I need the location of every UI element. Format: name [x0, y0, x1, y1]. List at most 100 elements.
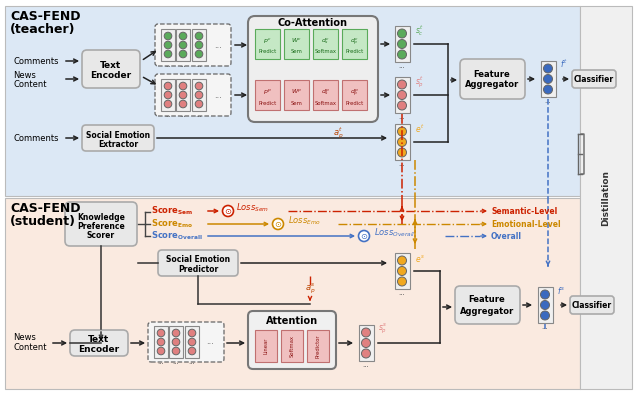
Text: CAS-FEND: CAS-FEND	[10, 9, 81, 22]
Text: ...: ...	[214, 41, 222, 50]
Text: Softmax: Softmax	[314, 100, 337, 106]
Circle shape	[397, 148, 406, 157]
Bar	[307, 330, 329, 362]
Bar	[580, 6, 632, 389]
Bar	[169, 326, 183, 358]
Circle shape	[172, 338, 180, 346]
Text: Comments: Comments	[13, 134, 58, 143]
Circle shape	[362, 328, 371, 337]
Circle shape	[164, 41, 172, 49]
FancyBboxPatch shape	[82, 50, 140, 88]
Text: Scorer: Scorer	[87, 230, 115, 240]
Text: ...: ...	[180, 62, 186, 68]
Text: Text: Text	[100, 61, 122, 69]
Circle shape	[164, 91, 172, 99]
Circle shape	[223, 206, 234, 216]
Text: ...: ...	[196, 112, 202, 118]
Bar	[358, 325, 374, 361]
Text: Aggregator: Aggregator	[460, 307, 514, 316]
Circle shape	[157, 338, 165, 346]
Text: ...: ...	[399, 63, 405, 69]
Bar	[5, 198, 580, 389]
Text: $e^s$: $e^s$	[415, 253, 425, 264]
Text: ...: ...	[164, 112, 172, 118]
Text: $\odot$: $\odot$	[224, 206, 232, 216]
Circle shape	[179, 41, 187, 49]
Circle shape	[397, 29, 406, 38]
Text: $a_p^s$: $a_p^s$	[305, 282, 316, 296]
Text: $Loss_\mathregular{Sem}$: $Loss_\mathregular{Sem}$	[236, 202, 269, 214]
Text: Classifier: Classifier	[572, 301, 612, 310]
Circle shape	[157, 347, 165, 355]
FancyBboxPatch shape	[158, 250, 238, 276]
Bar	[313, 80, 338, 110]
Bar	[394, 77, 410, 113]
Circle shape	[541, 301, 550, 310]
Circle shape	[195, 100, 203, 108]
Circle shape	[195, 82, 203, 90]
Circle shape	[397, 50, 406, 59]
Circle shape	[179, 82, 187, 90]
Circle shape	[164, 82, 172, 90]
Text: Social Emotion: Social Emotion	[166, 255, 230, 264]
Text: ...: ...	[164, 62, 172, 68]
Circle shape	[358, 230, 369, 242]
Text: Preference: Preference	[77, 221, 125, 230]
Text: $p^c$: $p^c$	[263, 36, 272, 46]
Bar	[154, 326, 168, 358]
Text: Semantic-Level: Semantic-Level	[491, 206, 557, 216]
Circle shape	[541, 290, 550, 299]
Bar	[538, 287, 552, 323]
Text: $Loss_\mathregular{Emo}$: $Loss_\mathregular{Emo}$	[288, 215, 321, 227]
Text: Content: Content	[13, 80, 47, 89]
Text: ...: ...	[399, 290, 405, 296]
Text: Distillation: Distillation	[602, 170, 611, 226]
Text: Predict: Predict	[259, 48, 276, 54]
Bar	[5, 6, 580, 196]
Text: Overall: Overall	[491, 232, 522, 240]
Circle shape	[164, 50, 172, 58]
FancyBboxPatch shape	[248, 16, 378, 122]
FancyBboxPatch shape	[70, 330, 128, 356]
Text: $d^c_s$: $d^c_s$	[321, 36, 330, 46]
Circle shape	[362, 338, 371, 348]
FancyBboxPatch shape	[65, 202, 137, 246]
Text: Attention: Attention	[266, 316, 318, 326]
Text: Encoder: Encoder	[79, 346, 120, 355]
Text: $s_p^t$: $s_p^t$	[415, 74, 424, 90]
Circle shape	[541, 311, 550, 320]
Text: $p^p$: $p^p$	[263, 87, 272, 97]
FancyBboxPatch shape	[148, 322, 224, 362]
Bar	[161, 29, 175, 61]
Text: Linear: Linear	[264, 338, 269, 354]
Bar	[255, 29, 280, 59]
Circle shape	[195, 50, 203, 58]
Bar	[255, 80, 280, 110]
Bar	[176, 79, 190, 111]
Circle shape	[172, 347, 180, 355]
Text: $s_c^t$: $s_c^t$	[415, 24, 424, 39]
Text: Knowledge: Knowledge	[77, 212, 125, 221]
Text: $f^s$: $f^s$	[557, 284, 565, 296]
FancyBboxPatch shape	[155, 24, 231, 66]
Bar	[192, 29, 206, 61]
Text: $\odot$: $\odot$	[360, 232, 368, 240]
Text: $s_p^s$: $s_p^s$	[378, 322, 387, 336]
Bar	[192, 79, 206, 111]
FancyBboxPatch shape	[82, 125, 154, 151]
FancyBboxPatch shape	[460, 59, 525, 99]
FancyBboxPatch shape	[572, 70, 616, 88]
Text: Content: Content	[13, 344, 47, 353]
Circle shape	[179, 100, 187, 108]
Bar	[281, 330, 303, 362]
Circle shape	[195, 41, 203, 49]
Text: ...: ...	[173, 359, 179, 365]
Bar	[185, 326, 199, 358]
Bar	[176, 29, 190, 61]
Text: Comments: Comments	[13, 56, 58, 65]
Text: Feature: Feature	[468, 296, 506, 305]
Text: $W^p$: $W^p$	[291, 88, 302, 96]
Text: Score$_\mathregular{Sem}$: Score$_\mathregular{Sem}$	[151, 205, 193, 217]
Bar	[541, 61, 556, 97]
Circle shape	[188, 338, 196, 346]
